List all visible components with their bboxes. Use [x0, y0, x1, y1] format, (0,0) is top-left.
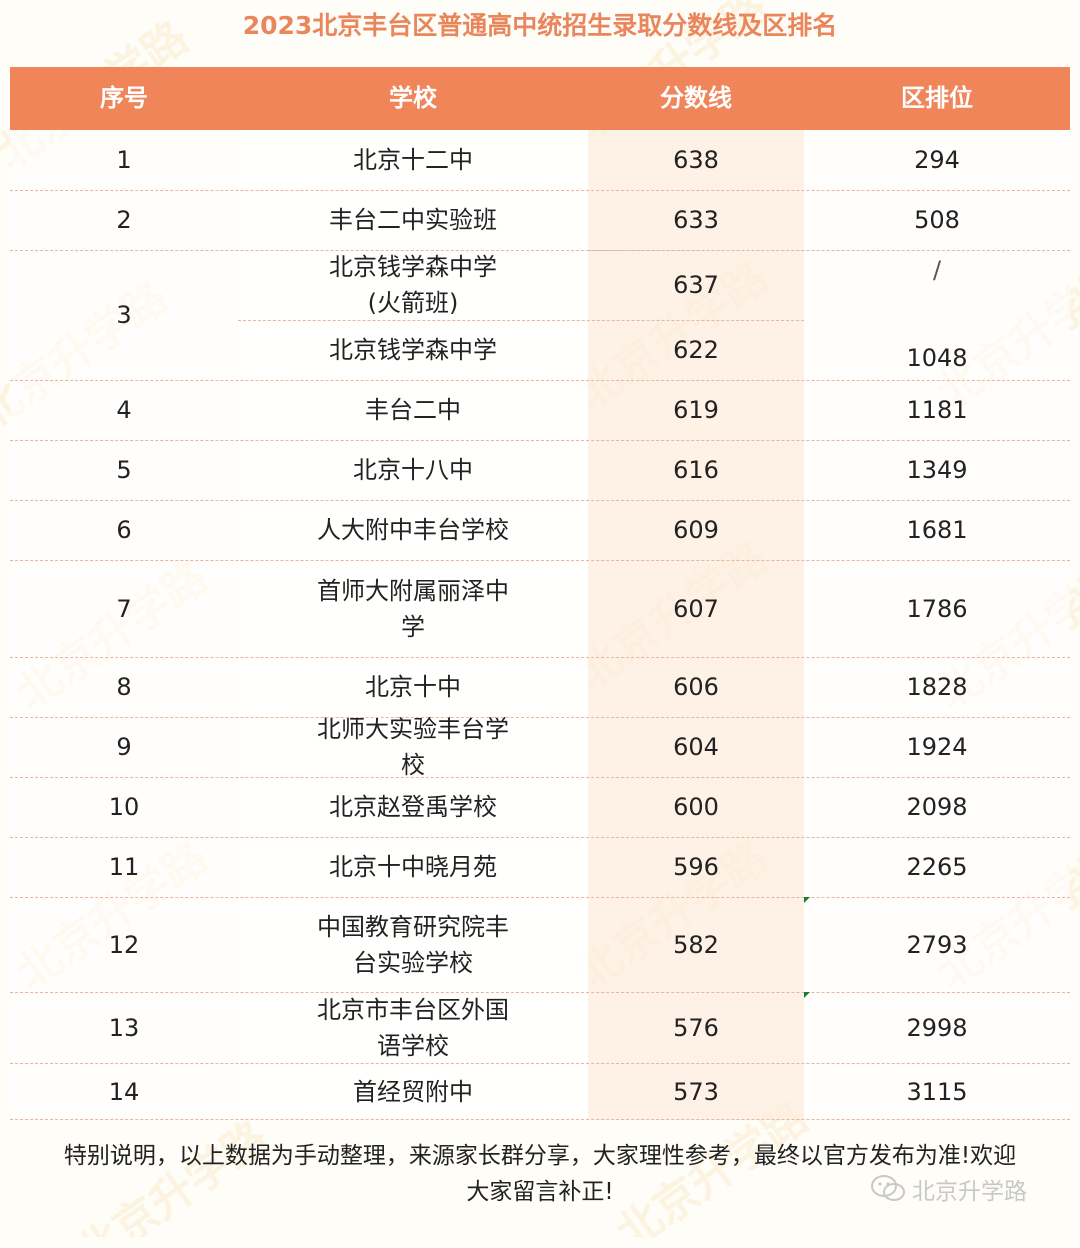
row-index: 8	[116, 673, 132, 701]
row-score: 576	[673, 1013, 719, 1042]
footer-note: 特别说明，以上数据为手动整理，来源家长群分享，大家理性参考，最终以官方发布为准!…	[10, 1120, 1070, 1248]
row-divider-partial	[588, 250, 804, 251]
row-school: 北京十二中	[353, 146, 473, 174]
row-rank: 508	[914, 206, 960, 234]
row-divider	[10, 992, 1070, 993]
row-divider	[10, 837, 1070, 838]
row-score: 607	[673, 594, 719, 623]
row-school: 北京十中	[365, 673, 461, 701]
row-school: 北京十中晓月苑	[329, 853, 497, 881]
header-school: 学校	[389, 84, 437, 112]
row-score: 606	[673, 673, 719, 701]
row-index: 6	[116, 516, 132, 544]
row-index: 14	[108, 1077, 140, 1106]
row-divider	[10, 190, 1070, 191]
row-rank: 1924	[906, 733, 968, 761]
row-school: 中国教育研究院丰 台实验学校	[317, 912, 509, 977]
row-index: 2	[116, 206, 132, 234]
row-index: 5	[116, 456, 132, 484]
row-rank: 1349	[906, 456, 968, 484]
row-school: 首经贸附中	[353, 1077, 473, 1106]
row-school: 丰台二中实验班	[329, 206, 497, 234]
row-school: 人大附中丰台学校	[317, 516, 509, 544]
row-index: 7	[116, 594, 132, 623]
column-bg-rank	[804, 130, 1070, 1120]
row-score: 600	[673, 793, 719, 821]
row-index: 4	[116, 396, 132, 424]
row-score: 609	[673, 516, 719, 544]
row-school: 北京钱学森中学	[329, 336, 497, 364]
row-rank: 294	[914, 146, 960, 174]
footer-note-line1: 特别说明，以上数据为手动整理，来源家长群分享，大家理性参考，最终以官方发布为准!…	[63, 1143, 1017, 1169]
row-score: 604	[673, 733, 719, 761]
row-school: 丰台二中	[365, 396, 461, 424]
row-rank: 2793	[906, 930, 968, 959]
row-school: 首师大附属丽泽中 学	[317, 576, 509, 641]
row-divider	[10, 380, 1070, 381]
row-divider	[10, 250, 1070, 251]
header-rank: 区排位	[901, 84, 973, 112]
row-score: 637	[673, 271, 719, 299]
row-index: 10	[108, 793, 140, 821]
row-divider	[10, 500, 1070, 501]
row-rank: 2998	[906, 1013, 968, 1042]
row-rank: 1786	[906, 594, 968, 623]
row-divider	[10, 777, 1070, 778]
row-score: 619	[673, 396, 719, 424]
row-school: 北京钱学森中学 (火箭班)	[329, 253, 497, 317]
row-index: 3	[116, 301, 132, 329]
row-score: 616	[673, 456, 719, 484]
footer-note-line2: 大家留言补正!	[466, 1179, 614, 1205]
row-school: 北师大实验丰台学 校	[317, 717, 509, 777]
wechat-icon	[871, 1175, 905, 1201]
row-index: 1	[116, 146, 132, 174]
table-bottom-line	[10, 1119, 1070, 1120]
row-index: 13	[108, 1013, 140, 1042]
row-index: 11	[108, 853, 140, 881]
header-index: 序号	[100, 84, 148, 112]
row-score: 573	[673, 1077, 719, 1106]
row-rank: 1681	[906, 516, 968, 544]
column-bg-school	[238, 130, 588, 1120]
row-index: 9	[116, 733, 132, 761]
brand-mark: 北京升学路	[870, 1172, 1027, 1206]
cell-comment-marker	[804, 992, 810, 998]
row-divider	[10, 897, 1070, 898]
row-school: 北京市丰台区外国 语学校	[317, 995, 509, 1060]
row-rank: 2098	[906, 793, 968, 821]
table-header: 序号 学校 分数线 区排位	[10, 67, 1070, 130]
row-rank: /	[932, 256, 942, 284]
row-score: 633	[673, 206, 719, 234]
column-bg-score	[588, 130, 804, 1120]
row-divider	[10, 560, 1070, 561]
row-school: 北京十八中	[353, 456, 473, 484]
row-rank: 1828	[906, 673, 968, 701]
row-rank: 3115	[906, 1077, 968, 1106]
row-score: 582	[673, 930, 719, 959]
brand-name: 北京升学路	[912, 1179, 1027, 1205]
row-divider	[10, 657, 1070, 658]
row-score: 596	[673, 853, 719, 881]
header-score: 分数线	[660, 84, 732, 112]
row-rank: 2265	[906, 853, 968, 881]
row-rank: 1181	[906, 396, 968, 424]
column-bg-index	[10, 130, 238, 1120]
row-rank: 1048	[906, 344, 968, 372]
row-index: 12	[108, 930, 140, 959]
row-divider	[10, 440, 1070, 441]
row-school: 北京赵登禹学校	[329, 793, 497, 821]
row-score: 638	[673, 146, 719, 174]
row-divider-partial	[238, 320, 804, 321]
row-divider	[10, 1063, 1070, 1064]
cell-comment-marker	[804, 897, 810, 903]
table-body: 1 北京十二中 638 294 2 丰台二中实验班 633 508 3 北京钱学森中学 (火箭班)…	[10, 130, 1070, 1120]
row-divider	[10, 717, 1070, 718]
row-score: 622	[673, 336, 719, 364]
page-title: 2023北京丰台区普通高中统招生录取分数线及区排名	[242, 11, 838, 40]
